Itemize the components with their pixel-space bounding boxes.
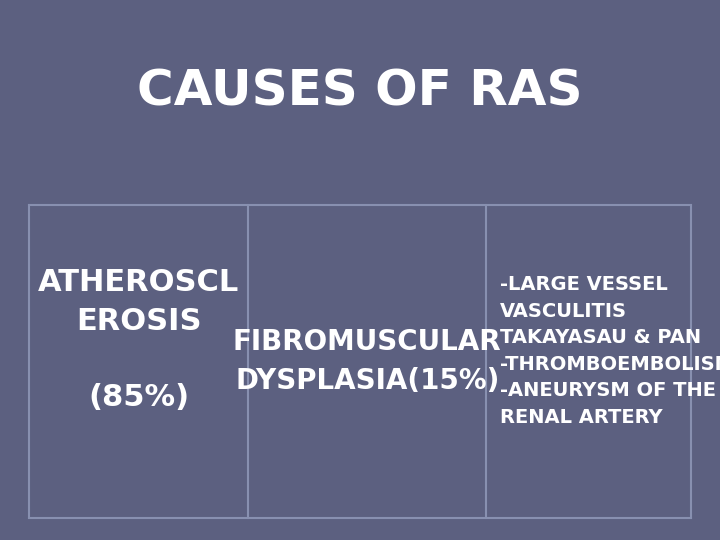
- Text: FIBROMUSCULAR
DYSPLASIA(15%): FIBROMUSCULAR DYSPLASIA(15%): [233, 328, 502, 395]
- Text: ATHEROSCL
EROSIS

(85%): ATHEROSCL EROSIS (85%): [38, 268, 239, 412]
- Text: -LARGE VESSEL
VASCULITIS
TAKAYASAU & PAN
-THROMBOEMBOLISM
-ANEURYSM OF THE
RENAL: -LARGE VESSEL VASCULITIS TAKAYASAU & PAN…: [500, 275, 720, 427]
- Text: CAUSES OF RAS: CAUSES OF RAS: [138, 68, 582, 116]
